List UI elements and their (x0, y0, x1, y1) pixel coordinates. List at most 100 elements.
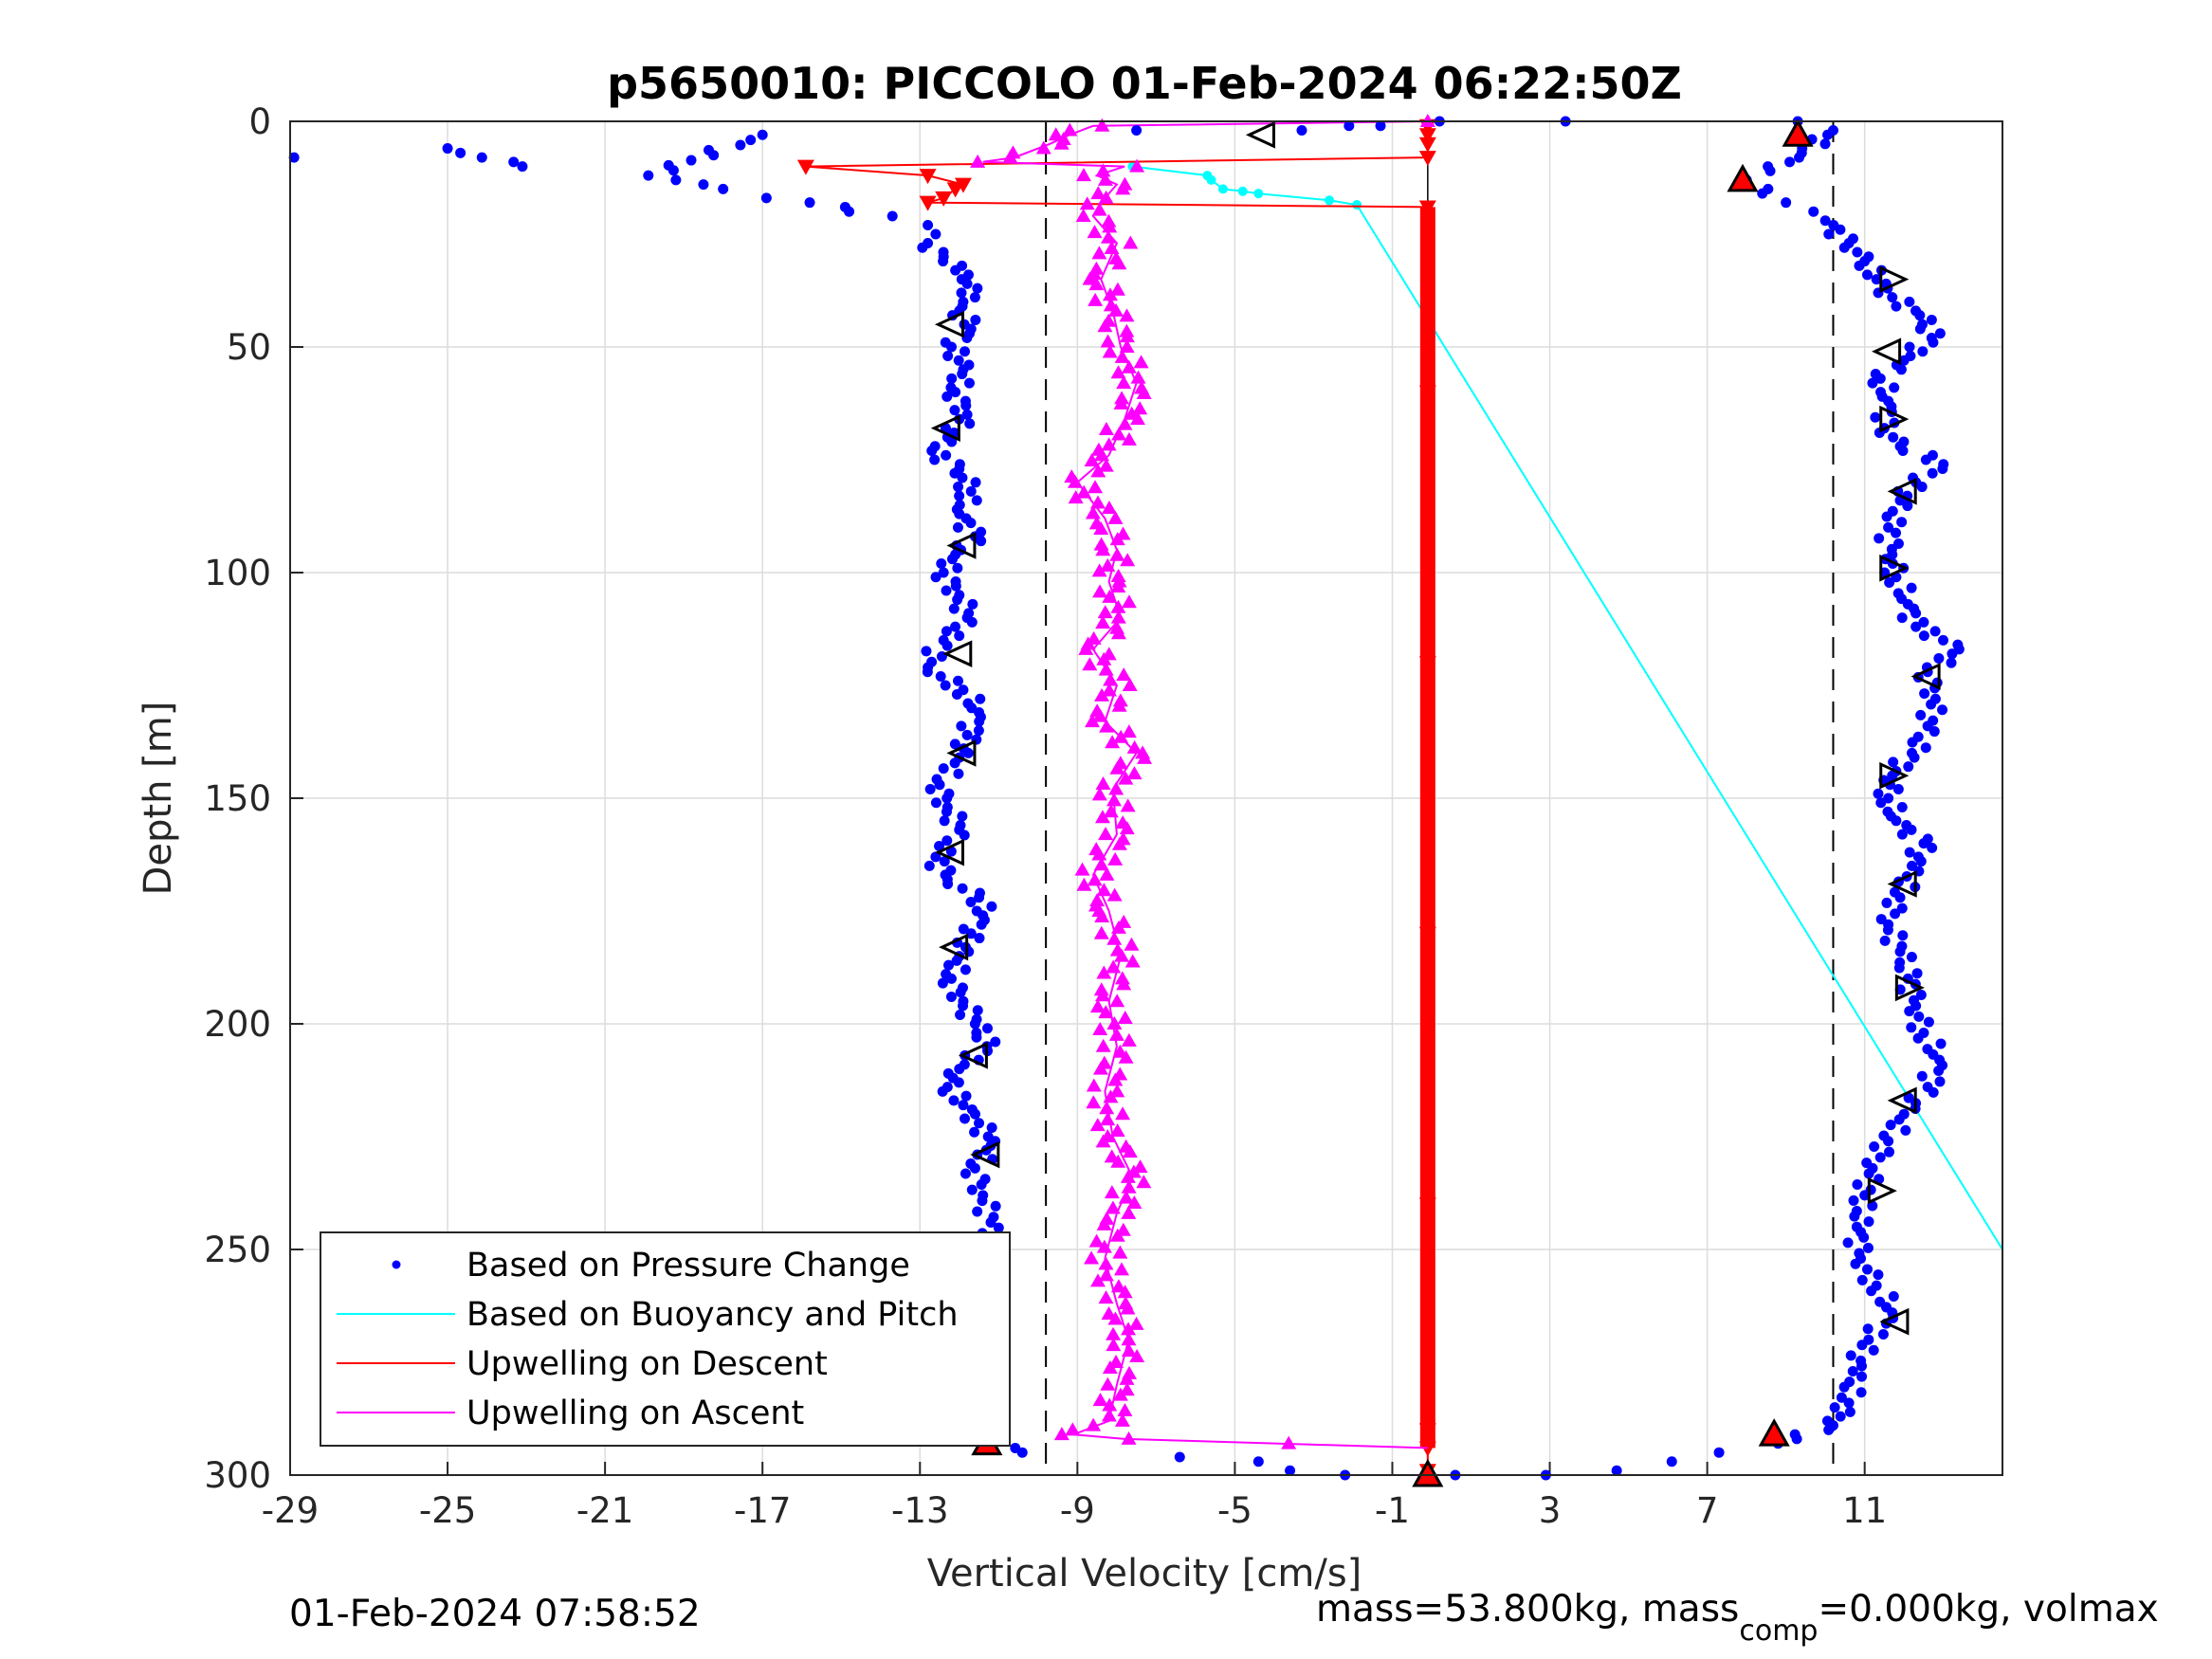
upwelling-ascent-marker (1094, 118, 1110, 132)
y-tick-label: 200 (204, 1004, 271, 1045)
pressure-point (1878, 1130, 1890, 1141)
x-tick-labels: -29 -25 -21 -17 -13 -9 -5 -1 3 7 11 (262, 1490, 1887, 1531)
upwelling-ascent-marker (1074, 862, 1090, 876)
pressure-point (1915, 990, 1927, 1001)
upwelling-ascent-marker (1130, 370, 1146, 384)
upwelling-ascent-marker (1113, 729, 1129, 743)
upwelling-descent-marker (1418, 137, 1436, 153)
pressure-point (941, 626, 952, 637)
pressure-point (1888, 757, 1899, 768)
pressure-point (1843, 1397, 1855, 1409)
upwelling-ascent-marker (1121, 1343, 1137, 1358)
pressure-point (1819, 138, 1831, 150)
pressure-point (950, 580, 961, 592)
pressure-point (954, 630, 965, 642)
upwelling-ascent-marker (1094, 687, 1110, 702)
pressure-point (960, 964, 971, 975)
upwelling-descent-marker (919, 195, 937, 211)
descent-direction-marker (930, 414, 960, 443)
upwelling-ascent-marker (1124, 937, 1140, 951)
pressure-point (1871, 1280, 1882, 1291)
y-tick-label: 0 (248, 101, 271, 142)
pressure-point (1863, 1334, 1874, 1345)
upwelling-ascent-marker (1091, 847, 1107, 861)
upwelling-ascent-marker (1120, 1301, 1136, 1315)
pressure-point (975, 693, 986, 704)
pressure-point (964, 418, 976, 429)
upwelling-ascent-marker (1096, 1239, 1112, 1253)
upwelling-ascent-marker (1116, 667, 1132, 682)
upwelling-ascent-marker (1126, 766, 1143, 780)
upwelling-ascent-marker (1099, 1101, 1115, 1115)
upwelling-ascent-marker (1121, 1332, 1137, 1346)
upwelling-ascent-marker (1122, 1144, 1138, 1158)
pressure-point (1901, 820, 1912, 831)
upwelling-ascent-marker (1113, 395, 1129, 410)
y-tick-label: 150 (204, 778, 271, 819)
upwelling-ascent-marker (1096, 1216, 1112, 1231)
upwelling-ascent-marker (970, 154, 986, 168)
x-tick-label: 11 (1842, 1490, 1887, 1531)
pressure-point (1938, 459, 1949, 470)
pressure-point (1903, 1092, 1914, 1103)
pressure-point (1885, 1120, 1896, 1131)
pressure-point (1904, 341, 1915, 353)
upwelling-ascent-marker (1114, 948, 1130, 962)
pressure-point (986, 1121, 997, 1133)
upwelling-ascent-marker (1091, 202, 1107, 216)
upwelling-ascent-marker (1090, 495, 1106, 509)
upwelling-ascent-marker (1119, 821, 1135, 835)
upwelling-ascent-marker (1100, 1112, 1116, 1126)
descent-direction-marker (1887, 477, 1917, 505)
x-axis-label: Vertical Velocity [cm/s] (927, 1552, 1362, 1595)
pressure-point (976, 919, 987, 930)
buoyancy-pitch-point (1253, 189, 1264, 199)
pressure-point (963, 946, 975, 957)
pressure-point (1821, 1415, 1833, 1427)
upwelling-ascent-marker (1108, 781, 1124, 795)
upwelling-ascent-marker (1137, 750, 1153, 764)
upwelling-ascent-marker (1089, 1118, 1106, 1132)
upwelling-ascent-marker (1075, 208, 1091, 222)
x-tick-label: -17 (734, 1490, 791, 1531)
pressure-point (952, 594, 963, 606)
pressure-point (1285, 1465, 1296, 1476)
upwelling-ascent-marker (1113, 1262, 1129, 1276)
pressure-point (1611, 1465, 1622, 1476)
highlight-marker (1758, 1418, 1790, 1447)
ascent-direction-marker (1879, 554, 1910, 582)
upwelling-ascent-marker (1119, 308, 1135, 322)
pressure-point (1789, 1429, 1801, 1440)
pressure-point (922, 666, 933, 678)
upwelling-descent-marker (946, 182, 964, 198)
pressure-point (935, 670, 946, 682)
pressure-point (958, 1000, 969, 1012)
upwelling-ascent-marker (1136, 1175, 1152, 1189)
pressure-point (969, 292, 980, 303)
upwelling-ascent-marker (1084, 452, 1100, 466)
pressure-point (939, 856, 950, 867)
pressure-point (961, 278, 973, 289)
upwelling-ascent-marker (1096, 965, 1112, 979)
pressure-point (940, 680, 951, 691)
upwelling-ascent-marker (1114, 971, 1130, 985)
buoyancy-pitch-point (1237, 186, 1248, 196)
upwelling-ascent-marker (1095, 615, 1111, 629)
upwelling-ascent-marker (1092, 1393, 1108, 1407)
x-tick-label: -21 (576, 1490, 633, 1531)
pressure-point (942, 351, 954, 362)
upwelling-ascent-marker (1102, 1359, 1118, 1374)
upwelling-ascent-marker (1109, 282, 1125, 296)
pressure-point (937, 1085, 948, 1097)
pressure-point (950, 621, 961, 632)
pressure-point (1883, 521, 1894, 533)
upwelling-ascent-marker (1101, 683, 1117, 697)
pressure-point (1896, 829, 1908, 840)
upwelling-descent-marker (1418, 200, 1436, 216)
pressure-point (1896, 802, 1908, 813)
pressure-point (1808, 206, 1819, 217)
pressure-point (1926, 314, 1937, 325)
pressure-point (955, 987, 966, 998)
pressure-point (757, 129, 768, 140)
x-tick-label: -29 (262, 1490, 319, 1531)
